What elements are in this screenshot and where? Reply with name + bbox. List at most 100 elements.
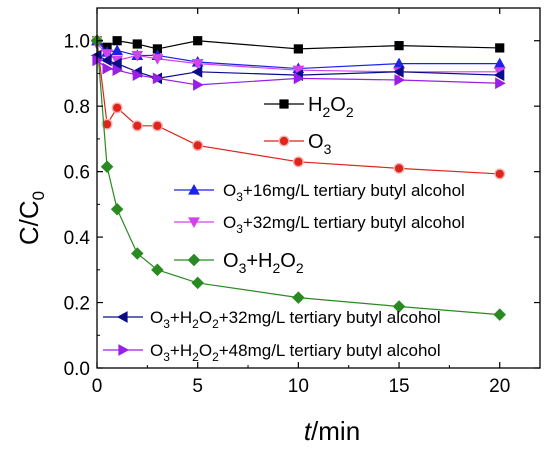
series-1 <box>91 35 506 180</box>
legend-label-part: 3 <box>163 317 170 331</box>
data-point <box>193 36 203 46</box>
series-0 <box>92 36 505 54</box>
legend-item-0: H2O2 <box>264 94 354 120</box>
data-point <box>394 41 404 51</box>
y-tick-label: 0.2 <box>64 294 90 315</box>
legend-label: O3+32mg/L tertiary butyl alcohol <box>223 213 465 236</box>
y-tick-label: 0.4 <box>64 228 91 249</box>
legend-marker <box>188 183 200 195</box>
legend-marker <box>279 99 289 109</box>
legend-label-part: 3 <box>324 141 332 157</box>
y-axis-label-sub: 0 <box>29 191 48 200</box>
legend-item-3: O3+32mg/L tertiary butyl alcohol <box>174 213 465 236</box>
x-axis-label-italic: t <box>304 416 313 446</box>
legend-label: O3+16mg/L tertiary butyl alcohol <box>223 181 465 204</box>
legend-marker <box>188 217 200 229</box>
data-point <box>131 50 144 62</box>
x-tick-label: 0 <box>92 376 103 397</box>
x-tick-label: 5 <box>192 376 203 397</box>
x-axis-label: t/min <box>304 416 360 446</box>
data-point <box>132 39 142 49</box>
legend-item-2: O3+16mg/L tertiary butyl alcohol <box>174 181 465 204</box>
legend-label-part: 3 <box>163 350 170 364</box>
data-point <box>393 162 405 174</box>
x-axis-label-unit: /min <box>311 416 360 446</box>
legend-label-part: 3 <box>236 222 243 236</box>
legend-label-part: +16mg/L tertiary butyl alcohol <box>243 181 465 200</box>
axes-layer: 0 5 10 15 20 0.0 0.2 0.4 0.6 0.8 1.0 <box>64 7 541 397</box>
y-tick-label: 0.8 <box>64 97 90 118</box>
legend-label-part: O <box>150 308 163 327</box>
data-point <box>191 65 203 78</box>
data-point <box>110 203 124 216</box>
data-point <box>494 168 506 180</box>
legend-label-part: 2 <box>212 317 219 331</box>
data-point <box>112 64 124 77</box>
legend-label-part: O <box>199 341 212 360</box>
legend-label-part: +48mg/L tertiary butyl alcohol <box>219 341 441 360</box>
data-point <box>101 54 112 67</box>
y-axis-label: C/C0 <box>14 191 48 245</box>
x-tick-label: 10 <box>288 376 309 397</box>
series-6 <box>92 54 506 91</box>
legend-marker <box>187 253 201 267</box>
legend-label-part: O <box>150 341 163 360</box>
legend-label-part: +H <box>170 341 192 360</box>
legend-label: O3+H2O2+48mg/L tertiary butyl alcohol <box>150 341 441 364</box>
legend-marker <box>116 311 128 323</box>
data-point <box>131 120 143 132</box>
legend-label-part: 2 <box>192 317 199 331</box>
data-point <box>293 72 305 85</box>
data-point <box>393 65 404 78</box>
data-point <box>493 308 506 321</box>
data-point <box>101 118 113 130</box>
legend-item-6: O3+H2O2+48mg/L tertiary butyl alcohol <box>103 341 441 364</box>
data-point <box>132 69 144 81</box>
data-point <box>293 44 303 54</box>
data-point <box>495 77 506 90</box>
legend-label-part: +32mg/L tertiary butyl alcohol <box>219 308 441 327</box>
legend-label-part: 3 <box>236 190 243 204</box>
data-point <box>112 36 122 46</box>
data-point <box>151 120 163 132</box>
legend-label-part: O <box>330 94 346 116</box>
legend-label: O3 <box>308 131 332 157</box>
data-point <box>495 43 505 53</box>
legend-label-part: O <box>308 131 324 153</box>
data-point <box>111 102 123 114</box>
data-point <box>152 72 164 85</box>
data-point <box>493 69 505 81</box>
data-point <box>191 276 204 290</box>
y-tick-label: 1.0 <box>64 32 90 53</box>
legend-label-part: 3 <box>239 260 247 276</box>
data-point <box>151 54 164 65</box>
legend-label-part: 2 <box>192 350 199 364</box>
legend-label-part: +H <box>170 308 192 327</box>
data-point <box>192 139 204 151</box>
x-tick-label: 15 <box>388 376 409 397</box>
data-point <box>394 74 406 86</box>
legend-label-part: 2 <box>212 350 219 364</box>
data-point <box>100 160 114 173</box>
legend-label: O3+H2O2+32mg/L tertiary butyl alcohol <box>150 308 441 331</box>
legend-label-part: O <box>223 213 236 232</box>
legend-label-part: 2 <box>346 104 354 120</box>
data-point <box>102 62 114 75</box>
data-point <box>392 300 406 313</box>
series-layer <box>90 34 506 321</box>
y-tick-label: 0.0 <box>64 359 90 380</box>
x-tick-label: 20 <box>489 376 510 397</box>
legend-label-part: H <box>308 94 322 116</box>
data-point <box>193 79 204 91</box>
legend-item-5: O3+H2O2+32mg/L tertiary butyl alcohol <box>103 308 441 331</box>
data-point <box>292 156 304 168</box>
series-4 <box>90 34 506 321</box>
y-tick-label: 0.6 <box>64 163 90 184</box>
legend-label: O3+H2O2 <box>223 250 304 276</box>
data-point <box>191 59 204 70</box>
legend-label-part: 2 <box>322 104 330 120</box>
data-point <box>151 263 164 277</box>
y-axis-label-main: C/C <box>14 200 44 245</box>
